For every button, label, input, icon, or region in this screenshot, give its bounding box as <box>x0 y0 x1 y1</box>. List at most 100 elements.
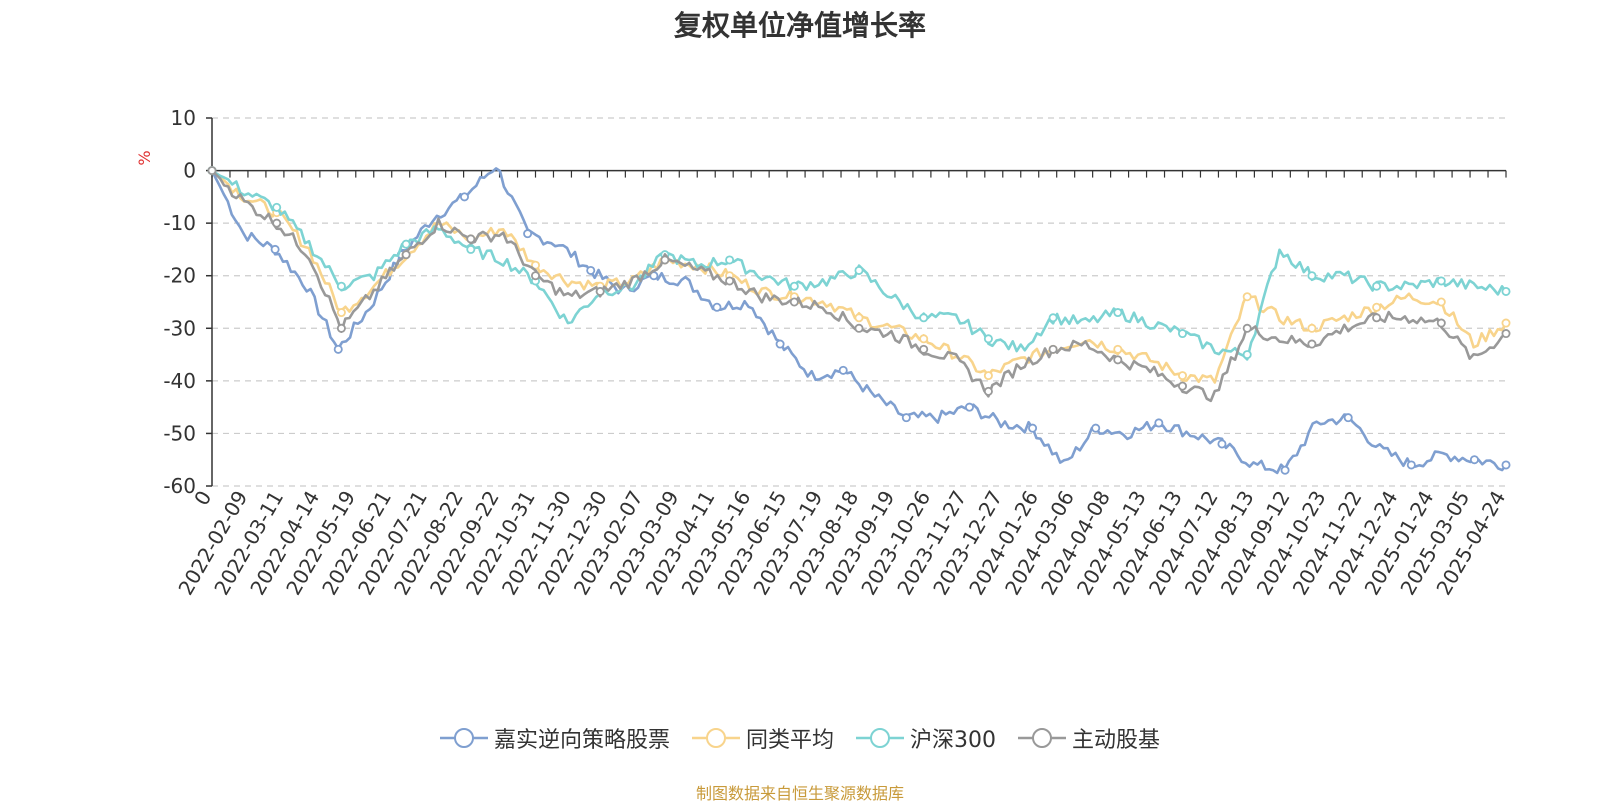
series-point <box>919 313 929 323</box>
y-tick-label: -40 <box>163 369 196 393</box>
series-point <box>725 255 735 265</box>
series-point <box>1242 350 1252 360</box>
series-point <box>1406 460 1416 470</box>
series-point <box>1501 460 1511 470</box>
series-point <box>1372 281 1382 291</box>
series-point <box>964 402 974 412</box>
y-axis-unit-label: % <box>135 150 154 165</box>
series-point <box>1113 355 1123 365</box>
series-point <box>1113 308 1123 318</box>
series-point <box>466 244 476 254</box>
series-point <box>336 281 346 291</box>
series-point <box>1242 323 1252 333</box>
series-point <box>1280 465 1290 475</box>
axes <box>206 117 1507 487</box>
y-tick-label: -20 <box>163 264 196 288</box>
tick-labels: 100-10-20-30-40-50-6002022-02-092022-03-… <box>163 106 1510 599</box>
series-point <box>789 281 799 291</box>
legend-item[interactable]: 沪深300 <box>856 722 996 754</box>
series-point <box>336 323 346 333</box>
series-point <box>1048 313 1058 323</box>
series-point <box>1469 455 1479 465</box>
series-point <box>1178 371 1188 381</box>
y-tick-label: 0 <box>183 159 196 183</box>
series-point <box>207 166 217 176</box>
series-point <box>1501 286 1511 296</box>
series-point <box>1307 323 1317 333</box>
legend-item[interactable]: 嘉实逆向策略股票 <box>439 722 670 754</box>
series-point <box>1372 313 1382 323</box>
series-point <box>401 239 411 249</box>
series-point <box>854 323 864 333</box>
y-tick-label: -50 <box>163 421 196 445</box>
series-line-0 <box>210 167 1508 475</box>
series-point <box>1501 329 1511 339</box>
legend-item[interactable]: 同类平均 <box>691 722 834 754</box>
series-point <box>1501 318 1511 328</box>
series-point <box>1113 344 1123 354</box>
y-tick-label: -30 <box>163 316 196 340</box>
series-point <box>983 334 993 344</box>
series-point <box>854 265 864 275</box>
series-point <box>336 308 346 318</box>
series-point <box>725 276 735 286</box>
series-point <box>586 265 596 275</box>
series-point <box>712 302 722 312</box>
legend-swatch-icon <box>691 728 740 748</box>
series-point <box>270 244 280 254</box>
series-point <box>983 386 993 396</box>
series-point <box>531 271 541 281</box>
series-point <box>1372 302 1382 312</box>
series-point <box>854 313 864 323</box>
series-point <box>272 218 282 228</box>
series-point <box>1343 413 1353 423</box>
series-point <box>1242 292 1252 302</box>
series-point <box>459 192 469 202</box>
legend-label: 沪深300 <box>910 728 996 753</box>
series-point <box>660 255 670 265</box>
legend-label: 主动股基 <box>1072 728 1161 753</box>
series-point <box>1217 439 1227 449</box>
series-point <box>333 344 343 354</box>
series-lines <box>207 166 1511 475</box>
source-note: 制图数据来自恒生聚源数据库 <box>695 784 904 803</box>
series-point <box>1307 339 1317 349</box>
series-point <box>595 286 605 296</box>
series-point <box>838 365 848 375</box>
series-point <box>789 297 799 307</box>
series-point <box>901 413 911 423</box>
series-point <box>523 229 533 239</box>
series-point <box>1091 423 1101 433</box>
legend-label: 同类平均 <box>745 728 834 753</box>
legend-swatch-icon <box>1018 728 1066 748</box>
series-point <box>919 334 929 344</box>
x-tick-label: 0 <box>189 487 216 510</box>
series-point <box>775 339 785 349</box>
series-point <box>401 250 411 260</box>
legend-label: 嘉实逆向策略股票 <box>493 728 670 753</box>
legend-swatch-icon <box>439 728 488 748</box>
chart-title: 复权单位净值增长率 <box>673 9 926 42</box>
series-point <box>1178 329 1188 339</box>
series-point <box>1436 318 1446 328</box>
series-point <box>919 344 929 354</box>
grid-lines <box>212 117 1506 487</box>
series-point <box>466 234 476 244</box>
y-tick-label: -10 <box>163 211 196 235</box>
legend-swatch-icon <box>856 728 904 748</box>
series-line-2 <box>211 169 1508 361</box>
series-point <box>1028 423 1038 433</box>
series-point <box>649 271 659 281</box>
series-point <box>1178 381 1188 391</box>
y-tick-label: -60 <box>163 474 196 498</box>
series-point <box>1048 344 1058 354</box>
legend: 嘉实逆向策略股票 同类平均 沪深300 主动股基 <box>0 722 1600 754</box>
series-point <box>1436 297 1446 307</box>
y-tick-label: 10 <box>171 106 196 130</box>
series-point <box>983 371 993 381</box>
series-point <box>272 202 282 212</box>
series-point <box>1154 418 1164 428</box>
series-line-3 <box>211 169 1507 403</box>
legend-item[interactable]: 主动股基 <box>1018 722 1160 754</box>
